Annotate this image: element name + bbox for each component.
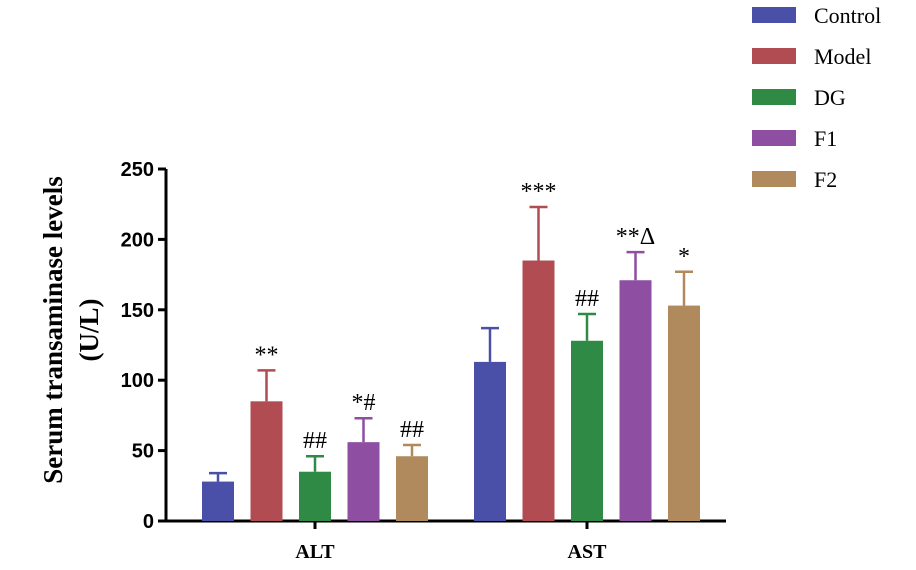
significance-label: **: [255, 342, 279, 368]
y-axis-label-line2: (U/L): [74, 299, 104, 362]
legend: Control Model DG F1 F2: [752, 3, 881, 192]
bar: [347, 442, 380, 521]
y-tick-label: 200: [121, 229, 154, 251]
y-tick-label: 0: [143, 511, 154, 533]
bar: [250, 401, 283, 521]
y-axis-label-line1: Serum transaminase levels: [38, 176, 68, 483]
y-tick-label: 100: [121, 370, 154, 392]
bar: [396, 456, 428, 521]
y-axis-label: Serum transaminase levels (U/L): [38, 176, 104, 483]
y-tick-label: 150: [121, 300, 154, 322]
x-tick-label: ALT: [295, 541, 335, 563]
legend-label: F1: [814, 126, 837, 151]
legend-swatch: [752, 171, 796, 187]
bar: [474, 361, 506, 521]
bar: [668, 305, 700, 521]
significance-label: ##: [400, 417, 424, 443]
y-tick-label: 50: [132, 441, 154, 463]
significance-label: ##: [303, 428, 327, 454]
significance-label: ***: [521, 179, 557, 205]
significance-label: *#: [352, 390, 376, 416]
significance-label: ##: [575, 286, 599, 312]
bar: [522, 260, 555, 521]
legend-label: Control: [814, 3, 881, 28]
legend-label: F2: [814, 167, 837, 192]
bar: [571, 340, 603, 521]
y-tick-label: 250: [121, 159, 154, 181]
x-tick-label: AST: [568, 541, 608, 563]
bar: [299, 471, 331, 521]
legend-swatch: [752, 7, 796, 23]
bar: [202, 481, 234, 521]
bars: *****####*#**Δ##*: [202, 179, 700, 521]
significance-label: **Δ: [616, 224, 655, 250]
bar: [619, 280, 652, 521]
legend-swatch: [752, 130, 796, 146]
legend-swatch: [752, 89, 796, 105]
legend-label: Model: [814, 44, 871, 69]
legend-swatch: [752, 48, 796, 64]
significance-label: *: [678, 244, 690, 270]
legend-label: DG: [814, 85, 846, 110]
